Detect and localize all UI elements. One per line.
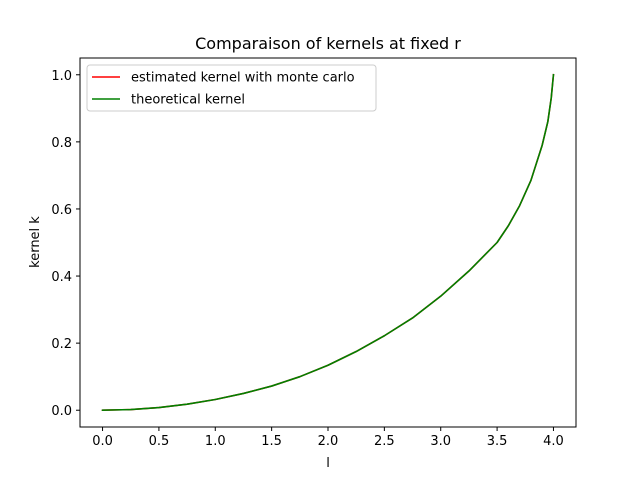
plot-area: 0.0 0.5 1.0 1.5 2.0 2.5 3.0 3.5 4.0 0.0 0.2 0.4 0.6 0…: [51, 57, 577, 449]
x-tick-label: 2.5: [374, 434, 395, 449]
legend-label-1: theoretical kernel: [131, 93, 245, 108]
x-axis-label: l: [326, 456, 330, 471]
y-tick-label: 0.4: [51, 270, 72, 285]
series-line-1: [101, 73, 555, 412]
y-tick-label: 0.2: [51, 337, 72, 352]
x-tick-label: 3.5: [487, 434, 508, 449]
legend: estimated kernel with monte carlo theoret…: [86, 64, 377, 112]
y-tick-label: 1.0: [51, 69, 72, 84]
chart-title: Comparaison of kernels at fixed r: [195, 34, 461, 53]
x-tick-label: 0.5: [149, 434, 170, 449]
y-tick-label: 0.8: [51, 136, 72, 151]
y-axis-label: kernel k: [28, 216, 43, 268]
x-tick-label: 3.0: [430, 434, 451, 449]
y-tick-label: 0.0: [51, 404, 72, 419]
legend-label-0: estimated kernel with monte carlo: [131, 71, 355, 86]
y-tick-label: 0.6: [51, 203, 72, 218]
x-tick-label: 4.0: [543, 434, 564, 449]
x-tick-label: 2.0: [318, 434, 339, 449]
legend-box: [86, 64, 377, 112]
x-tick-label: 1.5: [261, 434, 282, 449]
x-tick-label: 0.0: [92, 434, 113, 449]
x-tick-label: 1.0: [205, 434, 226, 449]
